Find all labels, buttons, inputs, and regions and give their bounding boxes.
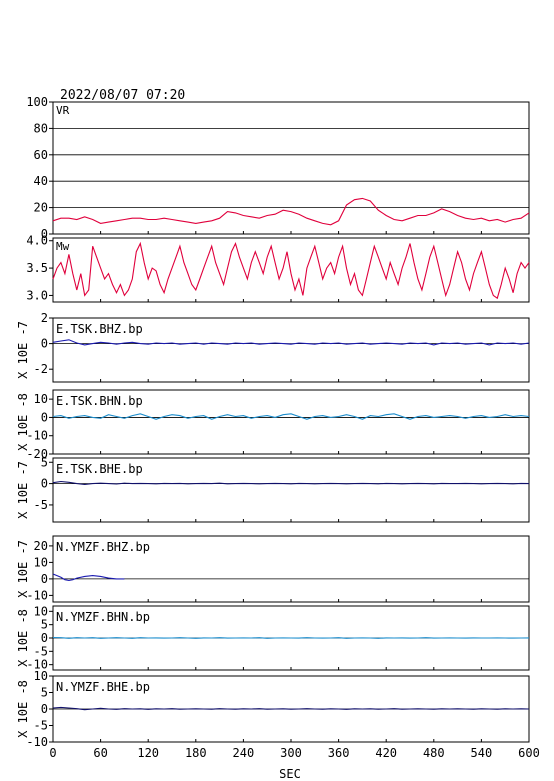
y-axis-label: X 10E -7 (16, 461, 30, 519)
panel-5: 5 0 -5 E.TSK.BHE.bp X 10E -7 (16, 455, 530, 523)
y-tick-label: 0 (41, 631, 48, 645)
timestamp: 2022/08/07 07:20 (60, 88, 185, 103)
y-tick-label: -10 (26, 429, 48, 443)
series-line (52, 339, 530, 346)
y-tick-label: 0 (41, 227, 48, 241)
x-tick-label: 420 (375, 746, 397, 760)
y-tick-label: -5 (34, 644, 48, 658)
y-tick-label: 0 (41, 477, 48, 491)
y-tick-label: 10 (34, 669, 48, 683)
series-line (52, 480, 530, 486)
x-axis: 0 60 120 180 240 300 360 420 480 540 600 (49, 746, 539, 760)
panel-label: E.TSK.BHE.bp (56, 462, 143, 476)
y-tick-label: 3.0 (26, 288, 48, 302)
y-axis-label: X 10E -8 (16, 393, 30, 451)
y-tick-label: 5 (41, 686, 48, 700)
panel-2: 3.0 3.5 4.0 Mw (26, 234, 530, 303)
y-tick-label: 10 (34, 392, 48, 406)
panel-label: E.TSK.BHZ.bp (56, 322, 143, 336)
y-tick-label: 2 (41, 311, 48, 325)
y-axis-label: X 10E -7 (16, 321, 30, 379)
y-tick-label: -5 (34, 498, 48, 512)
panel-label: Mw (56, 240, 70, 253)
x-tick-label: 240 (233, 746, 255, 760)
y-tick-label: 60 (34, 148, 48, 162)
x-tick-label: 0 (49, 746, 56, 760)
y-tick-label: 3.5 (26, 261, 48, 275)
y-tick-label: -10 (26, 658, 48, 672)
y-tick-label: 10 (34, 555, 48, 569)
y-tick-label: 20 (34, 201, 48, 215)
series-line (52, 636, 530, 639)
panel-label: N.YMZF.BHN.bp (56, 610, 150, 624)
y-tick-label: 0 (41, 702, 48, 716)
panel-3: 2 0 -2 E.TSK.BHZ.bp X 10E -7 (16, 311, 530, 383)
series-line (52, 241, 530, 300)
panel-label: VR (56, 104, 70, 117)
x-tick-label: 60 (93, 746, 107, 760)
series-line (52, 706, 530, 711)
y-tick-label: 10 (34, 604, 48, 618)
x-tick-label: 180 (185, 746, 207, 760)
y-tick-label: -20 (26, 447, 48, 461)
x-tick-label: 480 (423, 746, 445, 760)
y-tick-label: 4.0 (26, 234, 48, 248)
x-tick-label: 360 (328, 746, 350, 760)
x-tick-label: 300 (280, 746, 302, 760)
y-tick-label: -10 (26, 588, 48, 602)
y-tick-label: -5 (34, 719, 48, 733)
y-tick-label: 100 (26, 95, 48, 109)
y-axis-label: X 10E -7 (16, 540, 30, 598)
y-axis-label: X 10E -8 (16, 680, 30, 738)
panel-label: N.YMZF.BHZ.bp (56, 540, 150, 554)
panel-1: 0 20 40 60 80 100 VR (26, 95, 530, 241)
panel-6: 20 10 0 -10 N.YMZF.BHZ.bp X 10E -7 (16, 535, 530, 603)
y-tick-label: 0 (41, 337, 48, 351)
series-line (52, 197, 530, 226)
x-axis-label: SEC (279, 767, 301, 781)
y-tick-label: 5 (41, 455, 48, 469)
x-tick-label: 540 (471, 746, 493, 760)
x-tick-label: 120 (137, 746, 159, 760)
y-tick-label: -2 (34, 362, 48, 376)
y-tick-label: 40 (34, 174, 48, 188)
y-tick-label: 0 (41, 572, 48, 586)
panel-frame (52, 101, 530, 235)
y-tick-label: -10 (26, 735, 48, 749)
y-tick-label: 0 (41, 410, 48, 424)
panel-label: N.YMZF.BHE.bp (56, 680, 150, 694)
y-tick-label: 5 (41, 618, 48, 632)
x-tick-label: 600 (518, 746, 540, 760)
series-line (52, 573, 125, 582)
panel-4: 10 0 -10 -20 E.TSK.BHN.bp X 10E -8 (16, 389, 530, 461)
panel-frame (52, 237, 530, 303)
y-axis-label: X 10E -8 (16, 609, 30, 667)
y-tick-label: 80 (34, 121, 48, 135)
y-tick-label: 20 (34, 539, 48, 553)
panel-8: 10 5 0 -5 -10 N.YMZF.BHE.bp X 10E -8 (16, 669, 530, 749)
series-line (52, 413, 530, 420)
panel-label: E.TSK.BHN.bp (56, 394, 143, 408)
